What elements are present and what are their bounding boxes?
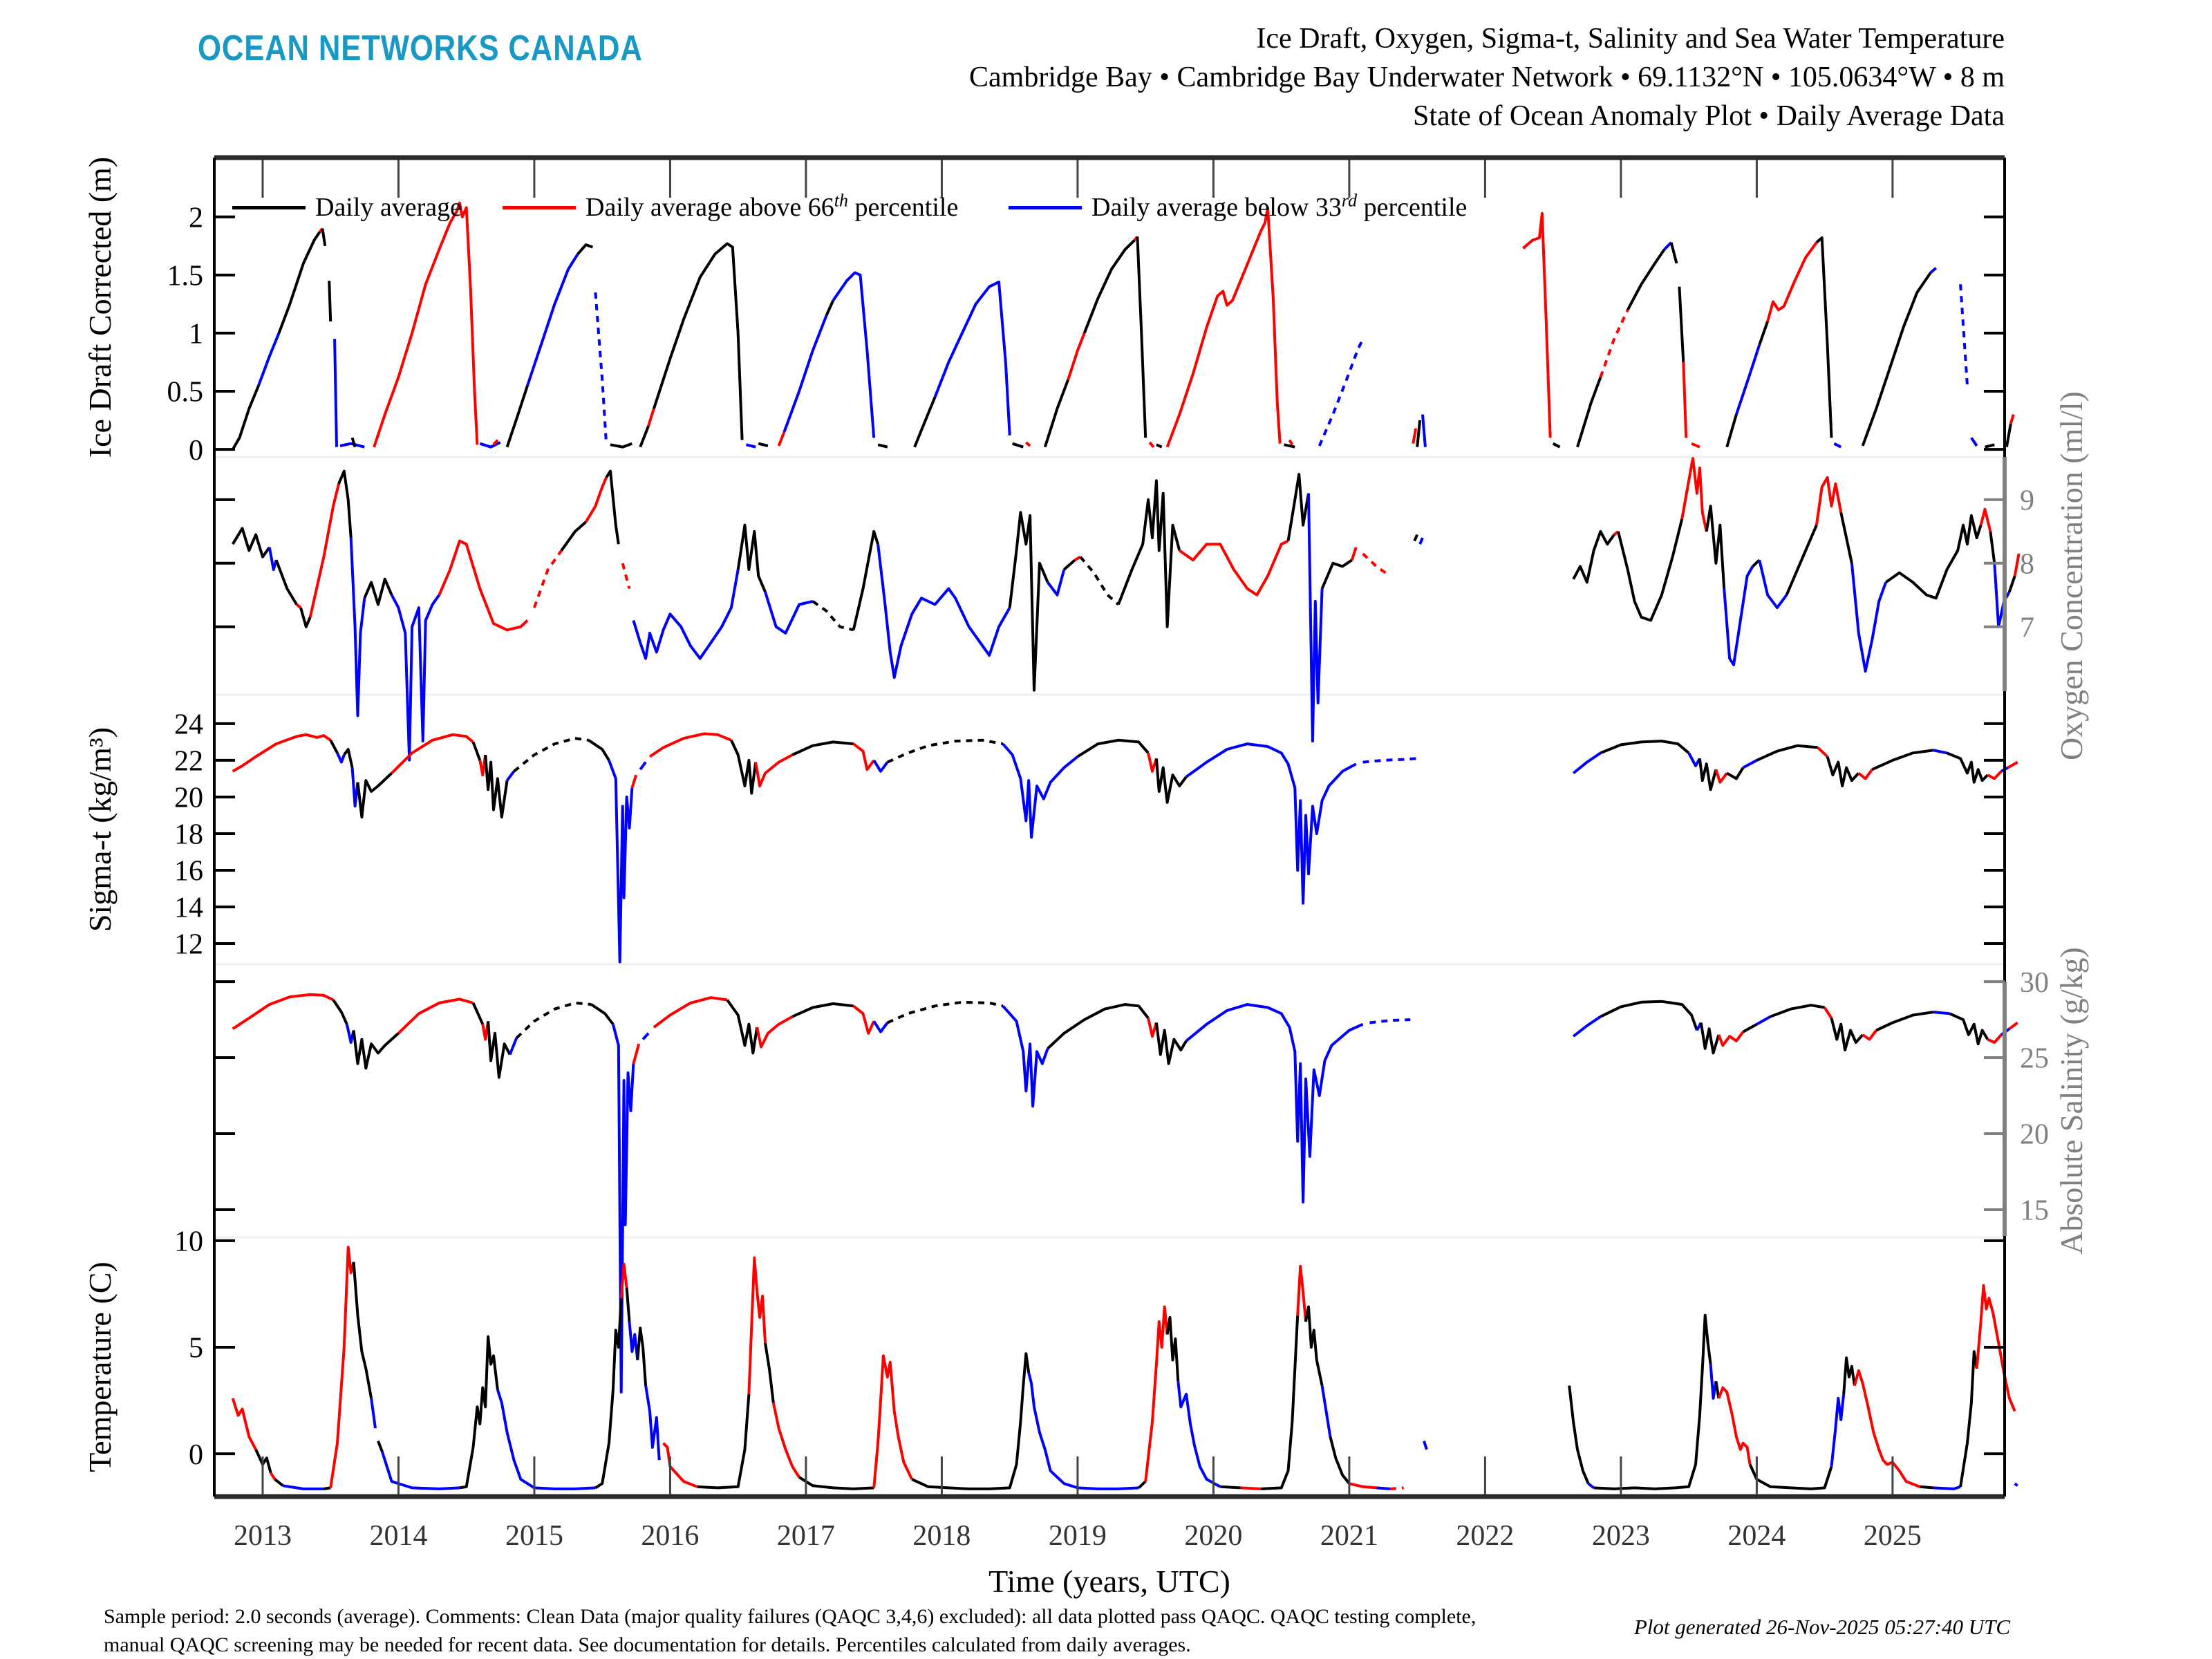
- svg-text:2017: 2017: [777, 1520, 835, 1552]
- footer-line2: manual QAQC screening may be needed for …: [104, 1633, 1191, 1656]
- legend-item-below-33rd: Daily average below 33rd percentile: [1009, 190, 1468, 223]
- svg-text:2: 2: [189, 202, 203, 234]
- svg-text:2018: 2018: [912, 1520, 971, 1552]
- svg-text:16: 16: [174, 856, 203, 888]
- legend: Daily average Daily average above 66th p…: [0, 190, 2212, 223]
- svg-text:Temperature (C): Temperature (C): [82, 1262, 118, 1472]
- svg-text:20: 20: [2020, 1119, 2049, 1151]
- plot-title: Ice Draft, Oxygen, Sigma-t, Salinity and…: [969, 19, 2005, 135]
- svg-text:2022: 2022: [1456, 1520, 1514, 1552]
- footer-comments: Sample period: 2.0 seconds (average). Co…: [104, 1602, 1476, 1659]
- svg-text:20: 20: [174, 782, 203, 814]
- svg-text:1.5: 1.5: [167, 261, 204, 292]
- plot-generated-timestamp: Plot generated 26-Nov-2025 05:27:40 UTC: [1633, 1615, 2010, 1639]
- svg-text:2019: 2019: [1049, 1520, 1107, 1552]
- legend-item-daily-average: Daily average: [232, 192, 462, 223]
- svg-text:Sigma-t (kg/m³): Sigma-t (kg/m³): [82, 727, 118, 932]
- svg-text:Time (years, UTC): Time (years, UTC): [988, 1564, 1230, 1599]
- svg-text:Absolute Salinity (g/kg): Absolute Salinity (g/kg): [2054, 947, 2089, 1255]
- svg-text:22: 22: [174, 746, 203, 778]
- svg-text:Ice Draft Corrected (m): Ice Draft Corrected (m): [82, 157, 118, 458]
- svg-text:12: 12: [174, 929, 203, 961]
- svg-text:2023: 2023: [1592, 1520, 1650, 1552]
- title-line2: Cambridge Bay • Cambridge Bay Underwater…: [969, 62, 2005, 93]
- legend-line-red-swatch: [503, 205, 576, 209]
- svg-text:2015: 2015: [505, 1520, 563, 1552]
- svg-text:2025: 2025: [1864, 1520, 1922, 1552]
- svg-text:0: 0: [189, 1439, 203, 1471]
- title-line3: State of Ocean Anomaly Plot • Daily Aver…: [1412, 100, 2005, 132]
- onc-logo: OCEAN NETWORKS CANADA: [198, 28, 643, 68]
- legend-label: Daily average below 33rd percentile: [1091, 190, 1468, 222]
- svg-text:5: 5: [189, 1333, 203, 1365]
- svg-text:2021: 2021: [1320, 1520, 1378, 1552]
- svg-text:2016: 2016: [641, 1520, 699, 1552]
- svg-text:30: 30: [2020, 967, 2049, 999]
- legend-line-blue-swatch: [1009, 205, 1082, 209]
- legend-label: Daily average above 66th percentile: [585, 190, 959, 222]
- svg-text:25: 25: [2020, 1043, 2049, 1075]
- legend-item-above-66th: Daily average above 66th percentile: [503, 190, 959, 223]
- svg-text:18: 18: [174, 819, 203, 851]
- svg-text:14: 14: [174, 892, 203, 924]
- svg-text:0: 0: [189, 435, 203, 467]
- legend-line-black-swatch: [232, 205, 306, 209]
- svg-text:0.5: 0.5: [167, 377, 204, 409]
- svg-text:1: 1: [189, 319, 203, 350]
- svg-text:10: 10: [174, 1226, 203, 1258]
- svg-text:Oxygen Concentration (ml/l): Oxygen Concentration (ml/l): [2054, 391, 2089, 760]
- svg-text:8: 8: [2020, 549, 2034, 581]
- svg-text:7: 7: [2020, 612, 2034, 644]
- legend-label: Daily average: [315, 193, 462, 222]
- title-line1: Ice Draft, Oxygen, Sigma-t, Salinity and…: [1256, 23, 2005, 55]
- svg-text:2014: 2014: [369, 1520, 427, 1552]
- svg-text:2020: 2020: [1184, 1520, 1242, 1552]
- svg-text:2024: 2024: [1727, 1520, 1785, 1552]
- svg-text:24: 24: [174, 709, 203, 741]
- svg-text:9: 9: [2020, 485, 2034, 517]
- svg-text:15: 15: [2020, 1195, 2049, 1227]
- svg-text:2013: 2013: [234, 1520, 292, 1552]
- footer-line1: Sample period: 2.0 seconds (average). Co…: [104, 1605, 1477, 1628]
